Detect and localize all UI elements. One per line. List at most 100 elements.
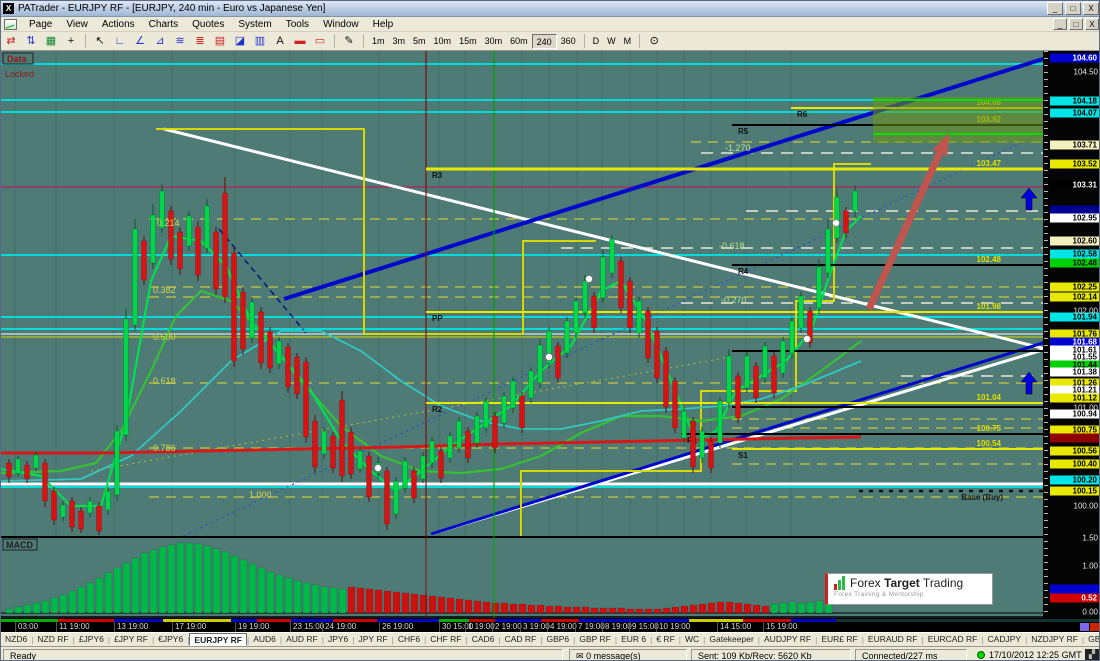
menu-help[interactable]: Help [372, 18, 394, 30]
menu-items: Page View Actions Charts Quotes System Tools Wi… [22, 17, 400, 32]
tab-cadjpy[interactable]: CADJPY [987, 634, 1022, 644]
timeframe-15m[interactable]: 15m [459, 35, 477, 46]
status-traffic: Sent: 109 Kb/Recv: 5620 Kb [691, 649, 851, 660]
channel-tool-icon[interactable]: ⊿ [155, 35, 165, 47]
text-tool-icon[interactable]: A [276, 35, 284, 47]
chart-link-icon[interactable]: ⇅ [26, 35, 36, 47]
tab-nzd-rf[interactable]: NZD RF [37, 634, 69, 644]
tab-eurcad-rf[interactable]: EURCAD RF [927, 634, 978, 644]
menu-actions[interactable]: Actions [101, 18, 135, 30]
tab-gbp-chf-rf[interactable]: GBP CHF RF [1088, 634, 1100, 644]
session-segment [631, 619, 689, 623]
tab-eurjpy-rf[interactable]: EURJPY RF [189, 633, 247, 646]
axis-label-0.00: 0.00 [1082, 607, 1098, 617]
menu-view[interactable]: View [66, 18, 88, 30]
tab-euraud-rf[interactable]: EURAUD RF [867, 634, 918, 644]
tab-gbp6[interactable]: GBP6 [546, 634, 570, 644]
tab-separator: | [498, 634, 501, 645]
mdi-minimize-button[interactable]: _ [1053, 18, 1067, 30]
timeframe-240[interactable]: 240 [531, 33, 557, 49]
tab-gbp-rf[interactable]: GBP RF [579, 634, 611, 644]
fib-extension-tool-icon[interactable]: ▤ [214, 35, 226, 47]
levels-tool-icon[interactable]: ▬ [294, 35, 306, 47]
chart-page-icon[interactable] [4, 18, 17, 30]
tab-eur-rf[interactable]: EUR£ RF [821, 634, 858, 644]
svg-text:-0.618: -0.618 [719, 241, 745, 251]
tab-aud6[interactable]: AUD6 [253, 634, 276, 644]
timeframe-5m[interactable]: 5m [413, 35, 426, 46]
menu-charts[interactable]: Charts [148, 18, 179, 30]
svg-text:-0.270: -0.270 [721, 295, 747, 305]
timeframe-360[interactable]: 360 [560, 35, 576, 46]
timeframe-60m[interactable]: 60m [510, 35, 528, 46]
angle-tool-icon[interactable]: ∟ [114, 35, 126, 47]
tab--jpy6[interactable]: €JPY6 [158, 634, 184, 644]
price-axis[interactable]: 104.60 104.18 104.07 103.71 103.52 103.31 102.… [1043, 51, 1099, 618]
forex-target-trading-logo: Forex Target Trading Forex Training & Me… [825, 573, 993, 605]
period-w[interactable]: W [607, 35, 616, 46]
chart-compare-icon[interactable]: ⇄ [6, 35, 16, 47]
menu-system[interactable]: System [238, 18, 272, 30]
menu-quotes[interactable]: Quotes [192, 18, 225, 30]
session-strip [1, 618, 1099, 623]
tab--rf[interactable]: € RF [656, 634, 675, 644]
mdi-maximize-button[interactable]: □ [1069, 18, 1083, 30]
fib-retracement-tool-icon[interactable]: ≣ [195, 35, 205, 47]
menu-tools[interactable]: Tools [285, 18, 310, 30]
tab-wc[interactable]: WC [684, 634, 700, 644]
time-axis[interactable]: 03:00 11 19:00 13 19:00 17 19:00 19 19:00 23 … [1, 622, 1099, 632]
tab-chf-rf[interactable]: CHF RF [430, 634, 462, 644]
timeframe-30m[interactable]: 30m [484, 35, 503, 46]
tab-nzdjpy-rf[interactable]: NZDJPY RF [1031, 634, 1078, 644]
tab-jpy6[interactable]: JPY6 [327, 634, 349, 644]
tab-aud-rf[interactable]: AUD RF [286, 634, 318, 644]
cursor-icon[interactable]: ↖ [95, 35, 105, 47]
session-segment [495, 619, 541, 623]
svg-text:0.382: 0.382 [153, 285, 176, 295]
chart-scroll-left-button[interactable] [1080, 623, 1089, 631]
pitchfork-tool-icon[interactable]: ◪ [234, 35, 246, 47]
menu-page[interactable]: Page [29, 18, 53, 30]
tab-cad-rf[interactable]: CAD RF [504, 634, 537, 644]
menu-window[interactable]: Window [323, 18, 359, 30]
timeframe-1m[interactable]: 1m [372, 35, 385, 46]
price-badge-101.76: 101.76 [1050, 329, 1099, 339]
status-messages: ✉ 0 message(s) [569, 649, 687, 660]
svg-text:S1: S1 [738, 451, 748, 460]
fib-channel-tool-icon[interactable]: ≋ [175, 35, 185, 47]
crosshair-icon[interactable]: + [67, 35, 75, 47]
trendline-tool-icon[interactable]: ∠ [135, 35, 145, 47]
axis-label-1.50: 1.50 [1082, 533, 1098, 543]
tab-chf6[interactable]: CHF6 [397, 634, 421, 644]
price-badge-100.15: 100.15 [1050, 486, 1099, 496]
tab--jpy-rf[interactable]: £JPY RF [114, 634, 148, 644]
clock-icon[interactable]: ⊙ [649, 35, 659, 47]
tab-audjpy-rf[interactable]: AUDJPY RF [764, 634, 812, 644]
chart-type-icon[interactable]: ▦ [45, 35, 57, 47]
timeframe-10m[interactable]: 10m [433, 35, 452, 46]
time-label: 03:00 [15, 622, 38, 632]
chart-scroll-right-button[interactable] [1090, 623, 1099, 631]
tab-eur-6[interactable]: EUR 6 [621, 634, 647, 644]
levels2-tool-icon[interactable]: ▭ [314, 35, 326, 47]
titlebar-close-button[interactable]: X [1083, 2, 1099, 15]
price-badge-100.56: 100.56 [1050, 446, 1099, 456]
tab-nzd6[interactable]: NZD6 [5, 634, 28, 644]
period-m[interactable]: M [623, 35, 632, 46]
histogram-tool-icon[interactable]: ▥ [254, 35, 266, 47]
session-segment [58, 619, 114, 623]
tab--jpy6[interactable]: £JPY6 [78, 634, 104, 644]
session-segment [439, 619, 469, 623]
tab-gatekeeper[interactable]: Gatekeeper [709, 634, 754, 644]
pen-tool-icon[interactable]: ✎ [344, 35, 354, 47]
price-chart-canvas[interactable]: R6104.08R5103.92R3103.47R4102.48PP101.98… [1, 51, 1043, 536]
period-d[interactable]: D [592, 35, 600, 46]
tab-cad6[interactable]: CAD6 [471, 634, 495, 644]
titlebar-minimize-button[interactable]: _ [1047, 2, 1063, 15]
titlebar-maximize-button[interactable]: □ [1065, 2, 1081, 15]
timeframe-3m[interactable]: 3m [392, 35, 406, 46]
price-badge-102.58: 102.58 [1050, 249, 1099, 259]
mdi-close-button[interactable]: X [1085, 18, 1099, 30]
session-segment [333, 619, 377, 623]
tab-jpy-rf[interactable]: JPY RF [358, 634, 388, 644]
